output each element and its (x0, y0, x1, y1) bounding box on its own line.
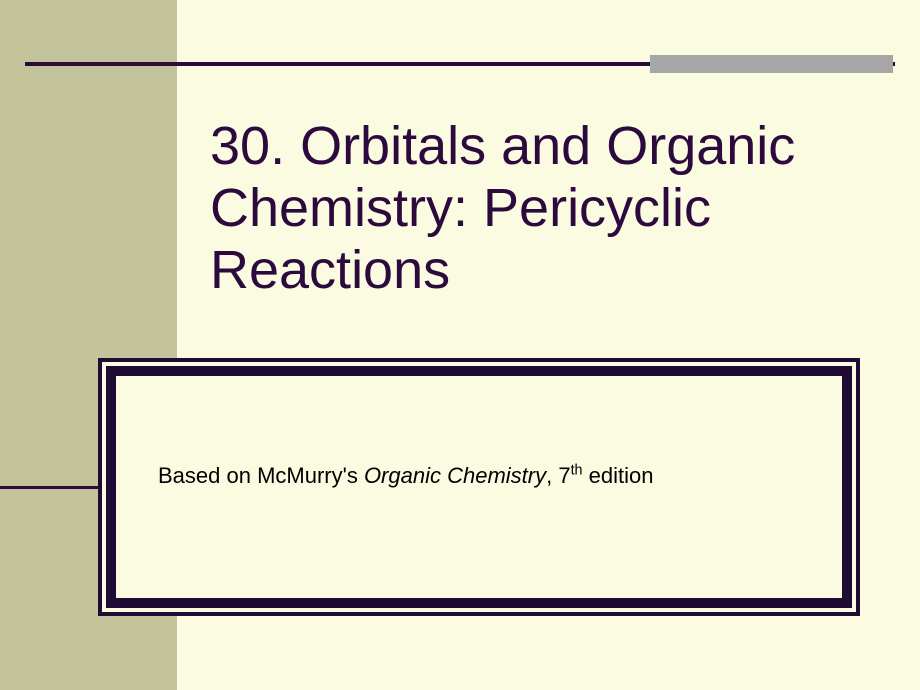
subtitle-suffix2: edition (583, 463, 654, 488)
subtitle-suffix1: , 7 (546, 463, 570, 488)
slide-subtitle: Based on McMurry's Organic Chemistry, 7t… (158, 463, 798, 489)
subtitle-superscript: th (571, 463, 583, 479)
gray-accent-bar (650, 55, 893, 73)
title-slide: 30. Orbitals and Organic Chemistry: Peri… (0, 0, 920, 690)
mid-horizontal-rule (0, 486, 98, 489)
slide-title: 30. Orbitals and Organic Chemistry: Peri… (210, 115, 870, 301)
subtitle-book-title: Organic Chemistry (364, 463, 546, 488)
subtitle-prefix: Based on McMurry's (158, 463, 364, 488)
subtitle-box: Based on McMurry's Organic Chemistry, 7t… (98, 358, 860, 616)
